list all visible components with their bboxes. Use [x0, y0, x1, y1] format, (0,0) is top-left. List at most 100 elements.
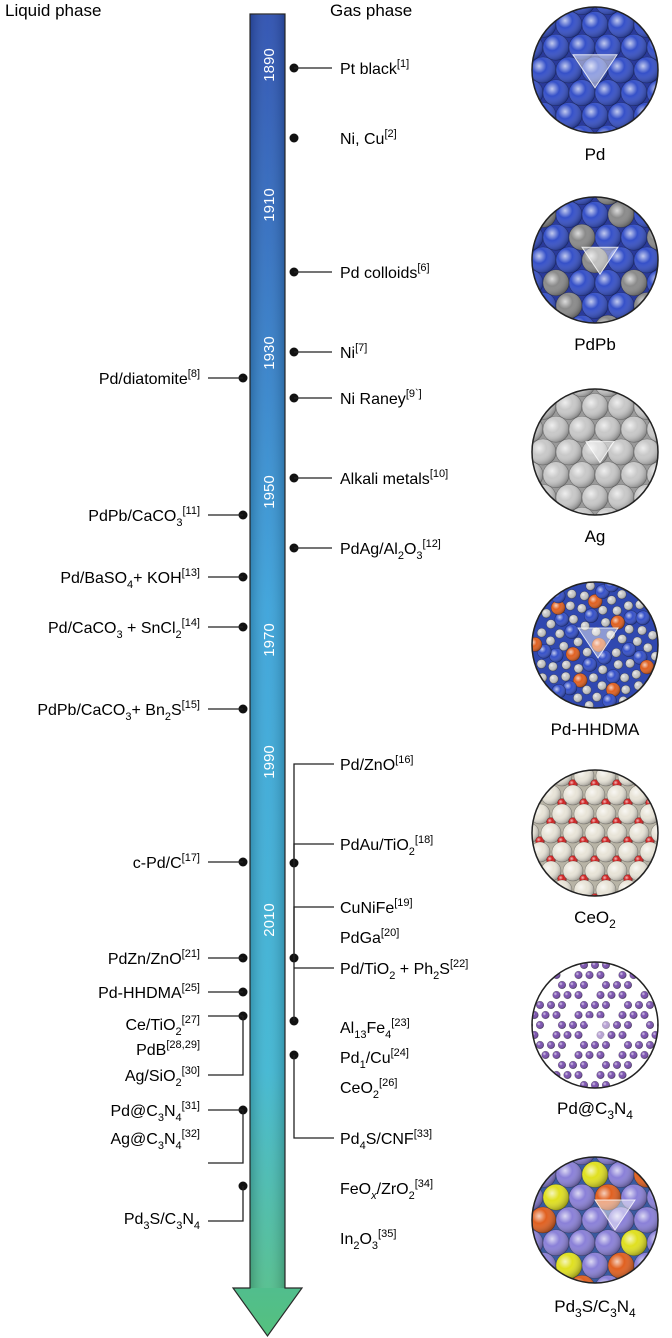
ceo2-ce-atom-shade: [607, 823, 627, 843]
structure-pd-image: [531, 6, 659, 134]
pdpbAtoms-atom-shade: [543, 269, 569, 296]
ceo2-o-atom: [568, 893, 578, 896]
hhdma-atom-shade: [620, 673, 630, 683]
c3n4-atom-shade: [640, 1031, 649, 1039]
c3n4-atom-shade: [640, 1011, 649, 1019]
pdpbAtoms-atom-shade: [621, 224, 647, 251]
c3n4-atom-shade: [646, 1061, 654, 1069]
agAtoms-atom-shade: [543, 416, 569, 443]
structure-ceo2-image: [531, 769, 672, 897]
hhdma-atom-shade: [624, 624, 634, 634]
c3n4-atom-shade: [607, 991, 616, 999]
pdAtoms-atom-shade: [582, 57, 608, 83]
pdAtoms-atom-shade: [556, 102, 582, 129]
pd3sAtoms-atom-shade: [595, 1229, 621, 1256]
year-2010: 2010: [261, 903, 278, 936]
hhdma-atom-shade: [606, 682, 621, 697]
c3n4-atom: [532, 1050, 539, 1060]
c3n4-atom-shade: [563, 1031, 572, 1039]
hhdma-atom-shade: [577, 603, 587, 613]
c3n4-atom: [640, 970, 649, 980]
agAtoms-atom-shade: [556, 484, 582, 511]
gas-in2o3: In2O3[35]: [340, 1228, 396, 1252]
c3n4-atom-shade: [624, 962, 632, 969]
pdpbAtoms-atom-shade: [569, 224, 595, 251]
gas-pdag: PdAg/Al2O3[12]: [340, 538, 441, 562]
c3n4-atom-shade: [591, 1081, 599, 1088]
hhdma-atom-shade: [607, 595, 617, 605]
hhdma-atom-shade: [631, 669, 641, 679]
ceo2-ce-atom-shade: [651, 823, 658, 843]
gas-phase-header: Gas phase: [330, 1, 412, 20]
hhdma-atom-shade: [546, 636, 556, 646]
ceo2-ce-atom-shade: [532, 823, 539, 843]
hhdma-atom-shade: [579, 591, 589, 601]
c3n4-atom-shade: [596, 991, 605, 999]
c3n4-atom-shade: [624, 1041, 632, 1049]
pdAtoms-atom-shade: [634, 57, 658, 83]
hhdma-atom-shade: [549, 648, 564, 663]
pdpbAtoms-atom-shade: [647, 269, 658, 296]
hhdma-atom-shade: [569, 614, 579, 624]
gas-ni-raney: Ni Raney[9`]: [340, 388, 422, 408]
pdpbAtoms-atom-shade: [532, 269, 543, 296]
hhdma-atom-shade: [541, 608, 551, 618]
ceo2-ce-atom-shade: [585, 823, 605, 843]
agAtoms-atom-shade: [543, 461, 569, 488]
liq-ag-c3n4: Ag@C3N4[32]: [110, 1128, 200, 1152]
c3n4-atom-shade: [536, 1061, 544, 1069]
c3n4-atom-shade: [613, 1021, 621, 1029]
hhdma-atom-shade: [610, 615, 625, 630]
year-1970: 1970: [261, 623, 278, 656]
c3n4-atom-shade: [569, 981, 577, 989]
c3n4-atom-shade: [602, 981, 610, 989]
c3n4-atom-shade: [563, 1071, 572, 1079]
hhdma-atom-shade: [612, 606, 622, 616]
ceo2-ce-atom-shade: [607, 785, 627, 805]
structure-pd-c3n4-image: [531, 961, 659, 1089]
gas-pt-black: Pt black[1]: [340, 58, 409, 78]
gas-pdga: PdGa[20]: [340, 927, 399, 947]
gas-ceo2: CeO2[26]: [340, 1077, 397, 1101]
hhdma-atom-shade: [621, 685, 631, 695]
c3n4-site-triangle: [583, 1017, 617, 1044]
c3n4-atom-shade: [558, 1041, 566, 1049]
gas-pd-zno: Pd/ZnO[16]: [340, 754, 414, 774]
c3n4-atom: [541, 970, 550, 980]
gas-feox-zro2: FeOx/ZrO2[34]: [340, 1178, 433, 1202]
c3n4-atom-shade: [574, 1031, 583, 1039]
hhdma-atom-shade: [551, 600, 566, 615]
pd3sAtoms-atom-shade: [647, 1229, 658, 1256]
ceo2-o-atom-shade: [668, 837, 672, 846]
ceo2-ce-atom-shade: [574, 842, 594, 862]
gas-pdau-tio2: PdAu/TiO2[18]: [340, 834, 433, 858]
caption-pdpb: PdPb: [574, 335, 616, 354]
pdpbAtoms-atom-shade: [569, 269, 595, 296]
pd3s-site-triangle: [594, 1199, 636, 1231]
liq-pd-diatomite: Pd/diatomite[8]: [99, 368, 200, 388]
hhdma-atom-shade: [561, 660, 571, 670]
hhdma-site-triangle: [577, 627, 619, 659]
liq-pd-caco3-sncl2: Pd/CaCO3 + SnCl2[14]: [48, 617, 200, 641]
liq-pd-baso4-koh: Pd/BaSO4+ KOH[13]: [60, 567, 200, 591]
hhdma-atom-shade: [617, 634, 627, 644]
agAtoms-atom-shade: [595, 416, 621, 443]
agAtoms-atom-shade: [608, 484, 634, 511]
pdAtoms-atom-shade: [543, 79, 569, 106]
c3n4-atom: [623, 1080, 633, 1088]
c3n4-atom: [651, 990, 658, 1000]
c3n4-atom-shade: [596, 1031, 605, 1039]
ceo2-ce-atom-shade: [618, 842, 638, 862]
c3n4-atom-shade: [624, 981, 632, 989]
hhdma-atom-shade: [561, 672, 571, 682]
hhdma-atom-shade: [565, 601, 575, 611]
liq-pdpb-caco3: PdPb/CaCO3[11]: [88, 505, 200, 529]
pd3sAtoms-atom-shade: [634, 1207, 658, 1233]
pd3sAtoms-atom-shade: [582, 1207, 608, 1233]
ceo2-o-atom: [668, 837, 672, 846]
structure-pdpb-image: [531, 196, 659, 324]
year-1890: 1890: [261, 48, 278, 81]
pdAtoms-atom-shade: [582, 102, 608, 129]
pdpbAtoms-atom-shade: [532, 247, 556, 273]
liq-ag-sio2: Ag/SiO2[30]: [125, 1065, 200, 1089]
